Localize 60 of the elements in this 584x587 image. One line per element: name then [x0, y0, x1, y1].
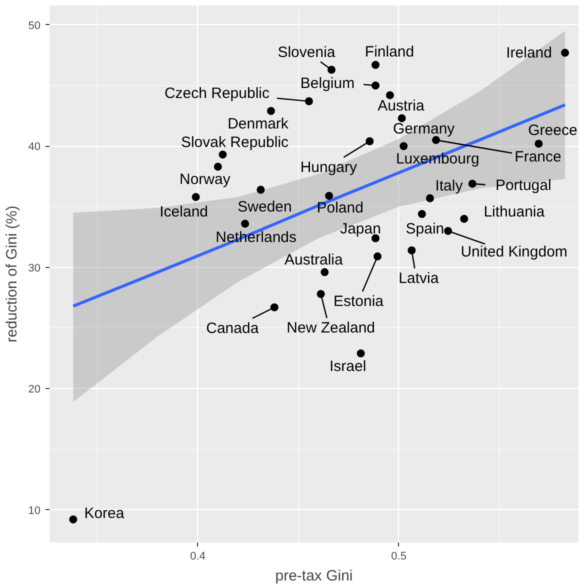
- point: [266, 106, 275, 115]
- annotation: Korea: [84, 504, 125, 522]
- point: [325, 192, 334, 200]
- x-axis-title: pre-tax Gini: [275, 568, 353, 584]
- point: [356, 349, 365, 358]
- point: [460, 214, 468, 223]
- annotation: Slovak Republic: [180, 134, 290, 152]
- annotation: Canada: [206, 320, 260, 337]
- point: [372, 82, 380, 90]
- annotation: Iceland: [160, 204, 208, 221]
- y-tick-label: 40: [28, 141, 41, 154]
- point: [214, 162, 222, 171]
- annotation: Latvia: [398, 270, 440, 287]
- point: [386, 91, 394, 100]
- point: [398, 114, 406, 122]
- y-tick-label: 10: [28, 504, 41, 517]
- point: [426, 194, 434, 202]
- annotation: Italy: [435, 178, 464, 195]
- point: [374, 252, 382, 260]
- annotation: Spain: [406, 220, 444, 238]
- y-tick-label: 30: [28, 262, 41, 274]
- x-tick-label: 0.4: [190, 550, 206, 562]
- point: [192, 193, 200, 202]
- point: [304, 97, 313, 106]
- point: [241, 220, 250, 228]
- annotation: Japan: [340, 220, 381, 238]
- point: [69, 515, 78, 524]
- point: [534, 140, 543, 148]
- point: [400, 142, 408, 150]
- annotation: Greece: [528, 122, 578, 140]
- annotation: Sweden: [238, 198, 292, 216]
- annotation: Belgium: [300, 75, 355, 92]
- x-tick-label: 0.5: [391, 550, 406, 562]
- annotation: Germany: [392, 120, 456, 138]
- y-axis-title: reduction of Gini (%): [3, 206, 20, 342]
- point: [418, 210, 426, 218]
- annotation: Denmark: [228, 115, 289, 132]
- point: [256, 186, 265, 194]
- annotation: Czech Republic: [164, 84, 270, 102]
- annotation: United Kingdom: [460, 243, 568, 260]
- point: [372, 60, 380, 69]
- annotation: Finland: [364, 43, 414, 60]
- annotation: Portugal: [495, 177, 552, 194]
- annotation: France: [514, 148, 562, 166]
- annotation: Estonia: [333, 292, 384, 310]
- annotation: Ireland: [506, 44, 552, 62]
- annotation: Israel: [329, 358, 366, 375]
- point: [320, 268, 329, 276]
- annotation: Austria: [378, 98, 425, 115]
- y-tick-label: 50: [28, 20, 41, 32]
- annotation: Norway: [180, 171, 231, 188]
- point: [561, 48, 570, 57]
- annotation: Slovenia: [278, 44, 336, 62]
- annotation: New Zealand: [286, 320, 376, 336]
- y-tick-label: 20: [28, 384, 41, 396]
- annotation: Australia: [284, 252, 344, 269]
- point: [218, 150, 227, 159]
- annotation: Poland: [316, 199, 364, 216]
- annotation: Lithuania: [484, 203, 546, 220]
- annotation: Hungary: [300, 158, 358, 176]
